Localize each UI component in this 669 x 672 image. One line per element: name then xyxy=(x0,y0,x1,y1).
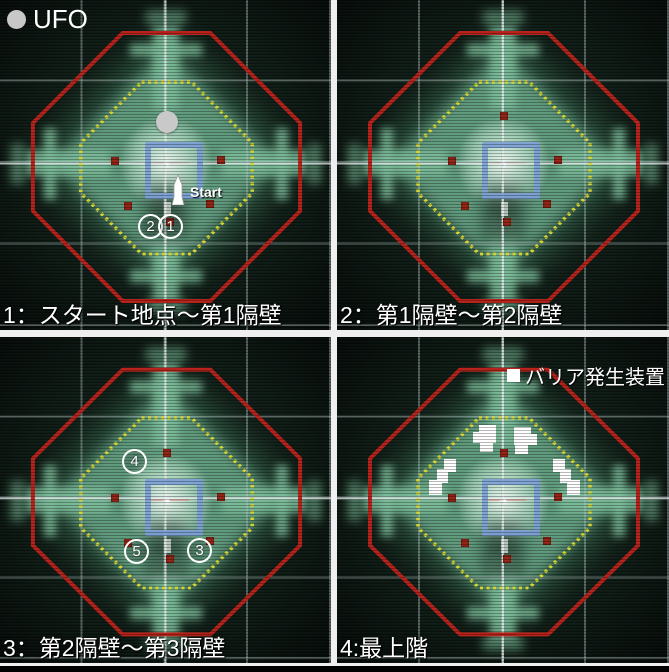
ufo-legend: UFO xyxy=(7,6,88,32)
enemy-marker-icon xyxy=(111,157,119,165)
barrier-device-block xyxy=(429,480,442,495)
enemy-marker-icon xyxy=(503,218,511,226)
wall-outlines xyxy=(368,367,640,637)
panel-caption-4: 4:最上階 xyxy=(340,635,429,661)
barrier-device-block xyxy=(515,445,528,454)
panel-caption-2: 2：第1隔壁～第2隔壁 xyxy=(340,302,563,328)
radar-map-2 xyxy=(337,0,669,330)
enemy-marker-icon xyxy=(554,156,562,164)
enemy-marker-icon xyxy=(554,493,562,501)
enemy-marker-icon xyxy=(448,494,456,502)
barrier-device-block xyxy=(514,427,531,445)
enemy-marker-icon xyxy=(163,449,171,457)
map-grid xyxy=(337,0,669,330)
map-grid xyxy=(0,337,331,663)
barrier-device-block xyxy=(480,443,493,452)
red-wall-octagon xyxy=(30,367,303,637)
circled-number-1: 1 xyxy=(158,214,183,239)
wall-outlines xyxy=(368,31,640,303)
yellow-wall-octagon xyxy=(79,416,254,590)
barrier-device-block xyxy=(479,425,496,443)
central-room-outline xyxy=(482,479,540,536)
circled-number-4: 4 xyxy=(122,449,147,474)
panel-stage-2: 2：第1隔壁～第2隔壁 xyxy=(337,0,669,330)
enemy-marker-icon xyxy=(206,537,214,545)
central-room-outline xyxy=(145,479,203,536)
map-grid xyxy=(337,337,669,663)
barrier-device-block xyxy=(553,459,565,472)
enemy-marker-icon xyxy=(111,494,119,502)
yellow-wall-octagon xyxy=(79,80,254,256)
barrier-device-block xyxy=(473,432,480,443)
wall-outlines xyxy=(30,367,303,637)
wall-outlines xyxy=(30,31,303,303)
bottom-black-strip xyxy=(0,666,669,672)
enemy-marker-icon xyxy=(206,200,214,208)
yellow-wall-octagon xyxy=(416,416,592,590)
enemy-marker-icon xyxy=(448,157,456,165)
barrier-device-block xyxy=(567,480,580,495)
barrier-device-block xyxy=(560,469,571,483)
red-wall-octagon xyxy=(30,31,303,303)
start-label: Start xyxy=(190,184,222,200)
radar-map-1 xyxy=(0,0,331,330)
barrier-square-icon xyxy=(507,369,520,382)
enemy-marker-icon xyxy=(543,200,551,208)
circled-number-3: 3 xyxy=(187,538,212,563)
red-wall-octagon xyxy=(368,31,640,303)
enemy-marker-icon xyxy=(461,539,469,547)
barrier-device-block xyxy=(444,459,456,472)
red-wall-octagon xyxy=(368,367,640,637)
enemy-marker-icon xyxy=(217,493,225,501)
start-arrow-icon xyxy=(171,175,185,205)
enemy-marker-icon xyxy=(503,555,511,563)
enemy-marker-icon xyxy=(543,537,551,545)
radar-map-4 xyxy=(337,337,669,663)
map-grid xyxy=(0,0,331,330)
enemy-marker-icon xyxy=(166,555,174,563)
ufo-legend-label: UFO xyxy=(33,4,88,34)
enemy-marker-icon xyxy=(500,112,508,120)
panel-caption-3: 3：第2隔壁～第3隔壁 xyxy=(3,635,226,661)
panel-stage-4: バリア発生装置 4:最上階 xyxy=(337,337,669,663)
enemy-marker-icon xyxy=(217,156,225,164)
panel-caption-1: 1：スタート地点～第1隔壁 xyxy=(3,302,282,328)
barrier-device-block xyxy=(530,434,537,445)
barrier-legend: バリア発生装置 xyxy=(507,361,665,390)
panel-stage-3: 3：第2隔壁～第3隔壁 4 5 3 xyxy=(0,337,331,663)
enemy-marker-icon xyxy=(461,202,469,210)
ufo-legend-dot-icon xyxy=(7,9,26,29)
central-room-outline xyxy=(482,142,540,199)
circled-number-5: 5 xyxy=(124,539,149,564)
enemy-marker-icon xyxy=(500,449,508,457)
barrier-device-block xyxy=(437,469,448,483)
yellow-wall-octagon xyxy=(416,80,592,256)
enemy-marker-icon xyxy=(124,202,132,210)
ufo-marker-icon xyxy=(156,111,178,133)
barrier-legend-label: バリア発生装置 xyxy=(525,367,665,389)
radar-map-3 xyxy=(0,337,331,663)
